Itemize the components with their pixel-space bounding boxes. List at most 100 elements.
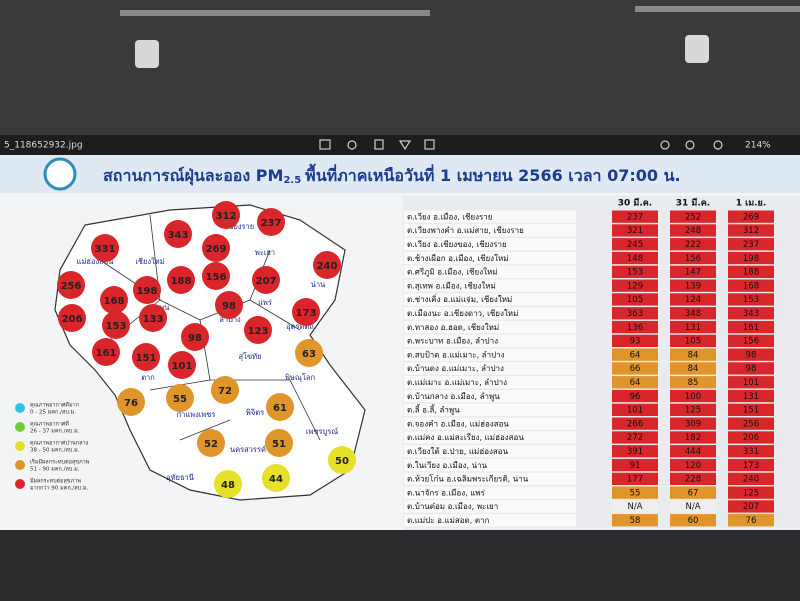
value-text: 248	[685, 226, 701, 236]
ceiling-rail	[635, 6, 800, 12]
value-text: 60	[688, 516, 699, 526]
station-name: ต.แม่ปะ อ.แม่สอด, ตาก	[407, 516, 490, 525]
legend-swatch	[15, 403, 25, 413]
station-bubble	[197, 429, 225, 457]
row-bg	[404, 514, 576, 527]
value-cell	[728, 445, 774, 458]
legend-range: 51 - 90 มคก./ลบ.ม.	[30, 467, 80, 473]
wall	[0, 0, 800, 135]
station-value: 51	[272, 439, 286, 450]
province-label: เพชรบูรณ์	[306, 427, 338, 436]
station-bubble	[100, 286, 128, 314]
station-name: ต.พระบาท อ.เมือง, ลำปาง	[407, 337, 498, 346]
station-name: ต.สบป้าด อ.แม่เมาะ, ลำปาง	[407, 350, 505, 359]
value-text: 312	[743, 226, 759, 236]
station-value: 331	[95, 244, 116, 255]
station-name: ต.เมืองนะ อ.เชียงดาว, เชียงใหม่	[407, 309, 518, 318]
zoom-level: 214%	[745, 141, 771, 151]
province-label: นครสวรรค์	[230, 445, 266, 454]
value-text: 101	[743, 378, 759, 388]
value-cell	[728, 265, 774, 278]
value-text: 125	[685, 406, 701, 416]
value-cell	[728, 210, 774, 223]
station-bubble	[244, 316, 272, 344]
station-value: 198	[137, 286, 158, 297]
value-text: 58	[630, 516, 641, 526]
row-bg	[404, 224, 576, 237]
legend-range: 26 - 37 มคก./ลบ.ม.	[30, 429, 80, 435]
value-text: 348	[685, 309, 701, 319]
legend-swatch	[15, 479, 25, 489]
value-cell	[728, 224, 774, 237]
value-text: 98	[746, 350, 757, 360]
value-text: N/A	[685, 502, 700, 512]
station-name: ต.เวียง อ.เชียงของ, เชียงราย	[407, 240, 507, 249]
value-text: 139	[685, 281, 701, 291]
station-bubble	[168, 351, 196, 379]
value-text: 161	[743, 323, 759, 333]
station-value: 153	[106, 321, 127, 332]
viewer-toolbar	[0, 135, 800, 155]
station-bubble	[252, 266, 280, 294]
station-value: 173	[296, 308, 317, 319]
value-cell	[612, 238, 658, 251]
value-cell	[728, 403, 774, 416]
value-text: 343	[743, 309, 759, 319]
value-text: 100	[685, 392, 701, 402]
value-cell	[728, 417, 774, 430]
station-name: ต.จองคำ อ.เมือง, แม่ฮ่องสอน	[407, 419, 509, 428]
value-cell	[728, 238, 774, 251]
legend-label: คุณภาพอากาศดี	[30, 421, 69, 428]
value-text: 331	[743, 447, 759, 457]
value-cell	[670, 238, 716, 251]
value-text: 153	[627, 268, 643, 278]
value-cell	[728, 472, 774, 485]
value-cell	[670, 376, 716, 389]
camera	[685, 35, 709, 63]
value-text: 105	[685, 337, 701, 347]
station-bubble	[58, 304, 86, 332]
station-value: 123	[248, 326, 269, 337]
value-text: 120	[685, 461, 701, 471]
station-value: 207	[256, 276, 277, 287]
value-text: 444	[685, 447, 701, 457]
value-cell	[612, 334, 658, 347]
value-cell	[612, 307, 658, 320]
value-cell	[728, 362, 774, 375]
value-text: 153	[743, 295, 759, 305]
value-text: 93	[630, 337, 641, 347]
value-text: 240	[743, 475, 759, 485]
value-cell	[728, 376, 774, 389]
value-cell	[728, 348, 774, 361]
value-text: 391	[627, 447, 643, 457]
value-text: 168	[743, 281, 759, 291]
value-cell	[670, 265, 716, 278]
value-text: 147	[685, 268, 701, 278]
station-bubble	[202, 262, 230, 290]
row-bg	[404, 238, 576, 251]
station-bubble	[214, 470, 242, 498]
row-bg	[404, 431, 576, 444]
province-label: น่าน	[311, 280, 325, 289]
station-name: ต.ลี้ อ.ลี้, ลำพูน	[407, 404, 460, 416]
value-text: 105	[627, 295, 643, 305]
legend-range: 0 - 25 มคก./ลบ.ม.	[30, 410, 76, 416]
station-value: 52	[204, 439, 218, 450]
value-text: 101	[627, 406, 643, 416]
station-value: 240	[317, 261, 338, 272]
row-bg	[404, 362, 576, 375]
filename: 5_118652932.jpg	[4, 141, 83, 151]
value-text: 272	[627, 433, 643, 443]
station-bubble	[117, 388, 145, 416]
column-header: 30 มี.ค.	[618, 198, 652, 209]
station-bubble	[266, 393, 294, 421]
value-text: 266	[627, 419, 643, 429]
station-bubble	[164, 220, 192, 248]
value-cell	[612, 210, 658, 223]
value-cell	[612, 486, 658, 499]
station-value: 133	[143, 314, 164, 325]
value-text: 85	[688, 378, 699, 388]
station-name: ต.สุเทพ อ.เมือง, เชียงใหม่	[407, 281, 496, 290]
station-value: 161	[96, 348, 117, 359]
station-bubble	[139, 304, 167, 332]
